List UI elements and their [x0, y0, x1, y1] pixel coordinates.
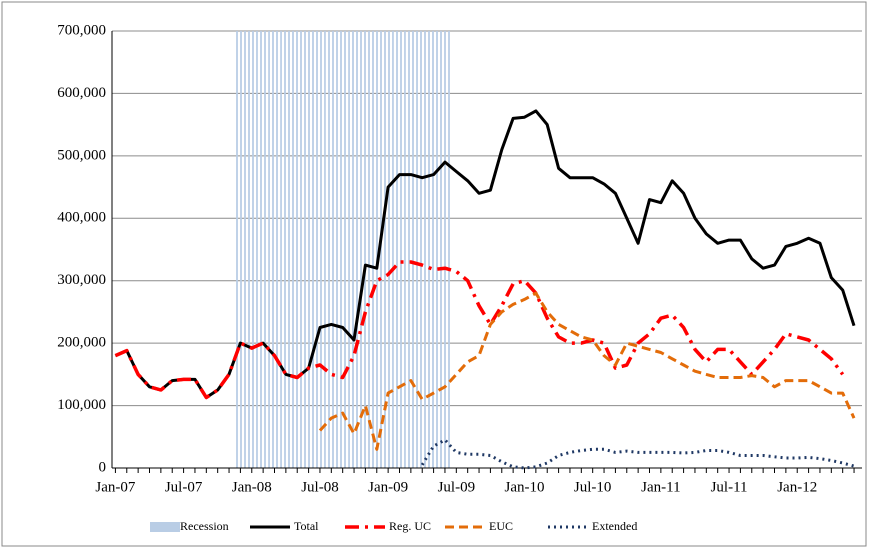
- x-tick-label: Jul-10: [574, 479, 612, 495]
- x-tick-label: Jul-11: [711, 479, 748, 495]
- recession-bar: [302, 31, 315, 468]
- recession-bar: [371, 31, 383, 468]
- legend-label: Extended: [592, 519, 637, 533]
- legend-label: Recession: [180, 519, 229, 533]
- line-extended: [420, 438, 855, 470]
- recession-bar: [268, 31, 281, 468]
- recession-bar: [348, 31, 360, 468]
- recession-bar: [291, 31, 303, 468]
- x-tick-label: Jan-08: [232, 479, 272, 495]
- x-tick-label: Jul-09: [438, 479, 476, 495]
- x-tick-label: Jan-12: [777, 479, 817, 495]
- recession-bar: [359, 31, 372, 468]
- legend-swatch: [150, 522, 180, 532]
- recession-bar: [234, 31, 247, 468]
- legend-label: Total: [294, 519, 319, 533]
- y-tick-label: 600,000: [57, 85, 106, 101]
- x-tick-label: Jan-10: [505, 479, 545, 495]
- y-tick-label: 0: [99, 459, 107, 475]
- recession-bar: [416, 31, 428, 468]
- recession-bar: [257, 31, 269, 468]
- recession-bar: [246, 31, 258, 468]
- y-tick-label: 300,000: [57, 272, 106, 288]
- recession-bar: [439, 31, 451, 468]
- recession-bar: [325, 31, 337, 468]
- y-tick-label: 700,000: [57, 22, 106, 38]
- recession-bar: [393, 31, 406, 468]
- recession-bar: [427, 31, 440, 468]
- recession-bar: [382, 31, 394, 468]
- y-tick-label: 100,000: [57, 397, 106, 413]
- recession-bar: [405, 31, 417, 468]
- y-tick-label: 400,000: [57, 210, 106, 226]
- x-tick-label: Jul-07: [165, 479, 203, 495]
- legend-label: Reg. UC: [389, 519, 431, 533]
- recession-bar: [314, 31, 326, 468]
- recession-bar: [280, 31, 292, 468]
- legend-label: EUC: [489, 519, 513, 533]
- x-tick-label: Jan-07: [95, 479, 135, 495]
- x-tick-label: Jan-09: [368, 479, 408, 495]
- x-tick-label: Jul-08: [301, 479, 339, 495]
- line-reg-uc: [114, 260, 845, 400]
- x-tick-label: Jan-11: [641, 479, 680, 495]
- y-tick-label: 200,000: [57, 335, 106, 351]
- y-tick-label: 500,000: [57, 147, 106, 163]
- recession-bar: [337, 31, 349, 468]
- line-euc: [318, 291, 856, 451]
